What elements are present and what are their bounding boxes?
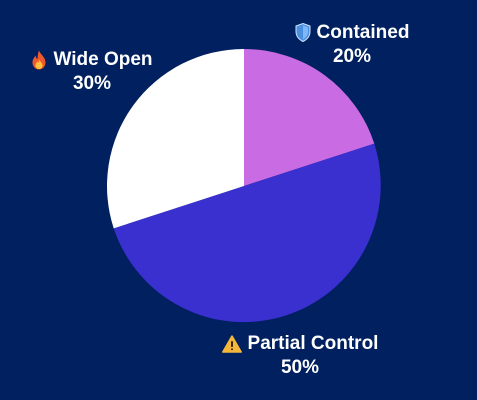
slice-percent: 50%	[280, 357, 320, 378]
fire-icon	[31, 50, 47, 70]
slice-label-partial-control: Partial Control 50%	[210, 332, 390, 379]
slice-label-contained: Contained 20%	[282, 21, 422, 68]
pie-slice-wide-open	[107, 49, 244, 229]
slice-name: Contained	[316, 22, 410, 43]
slice-percent: 20%	[332, 46, 372, 67]
shield-icon	[295, 23, 311, 42]
warning-icon	[221, 334, 242, 353]
slice-name: Partial Control	[247, 333, 379, 354]
pie-slice-partial-control	[113, 143, 381, 323]
slice-label-wide-open: Wide Open 30%	[22, 48, 162, 95]
pie-slice-contained	[244, 49, 375, 186]
slice-name: Wide Open	[53, 49, 153, 70]
slice-percent: 30%	[72, 73, 112, 94]
